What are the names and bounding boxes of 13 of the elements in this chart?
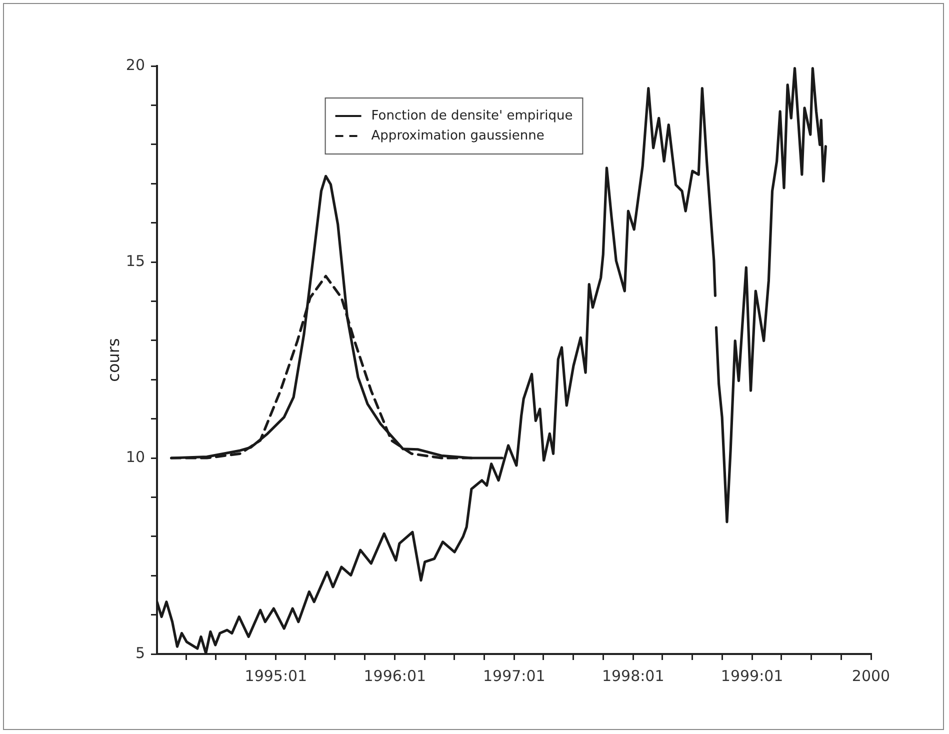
x-tick-label: 1996:01 (364, 666, 426, 685)
y-tick-label: 10 (126, 448, 145, 466)
y-tick-label: 15 (126, 252, 145, 270)
legend-label: Approximation gaussienne (371, 128, 544, 144)
x-tick-label: 1998:01 (602, 666, 664, 685)
legend-label: Fonction de densite' empirique (371, 108, 573, 124)
x-tick-label: 2000 (852, 666, 890, 685)
y-axis-title: cours (104, 338, 123, 382)
x-tick-label: 1995:01 (244, 666, 308, 685)
x-tick-label: 1999:01 (720, 666, 784, 685)
x-tick-label: 1997:01 (483, 666, 546, 685)
y-tick-label: 20 (126, 56, 145, 74)
y-tick-label: 5 (135, 644, 145, 662)
